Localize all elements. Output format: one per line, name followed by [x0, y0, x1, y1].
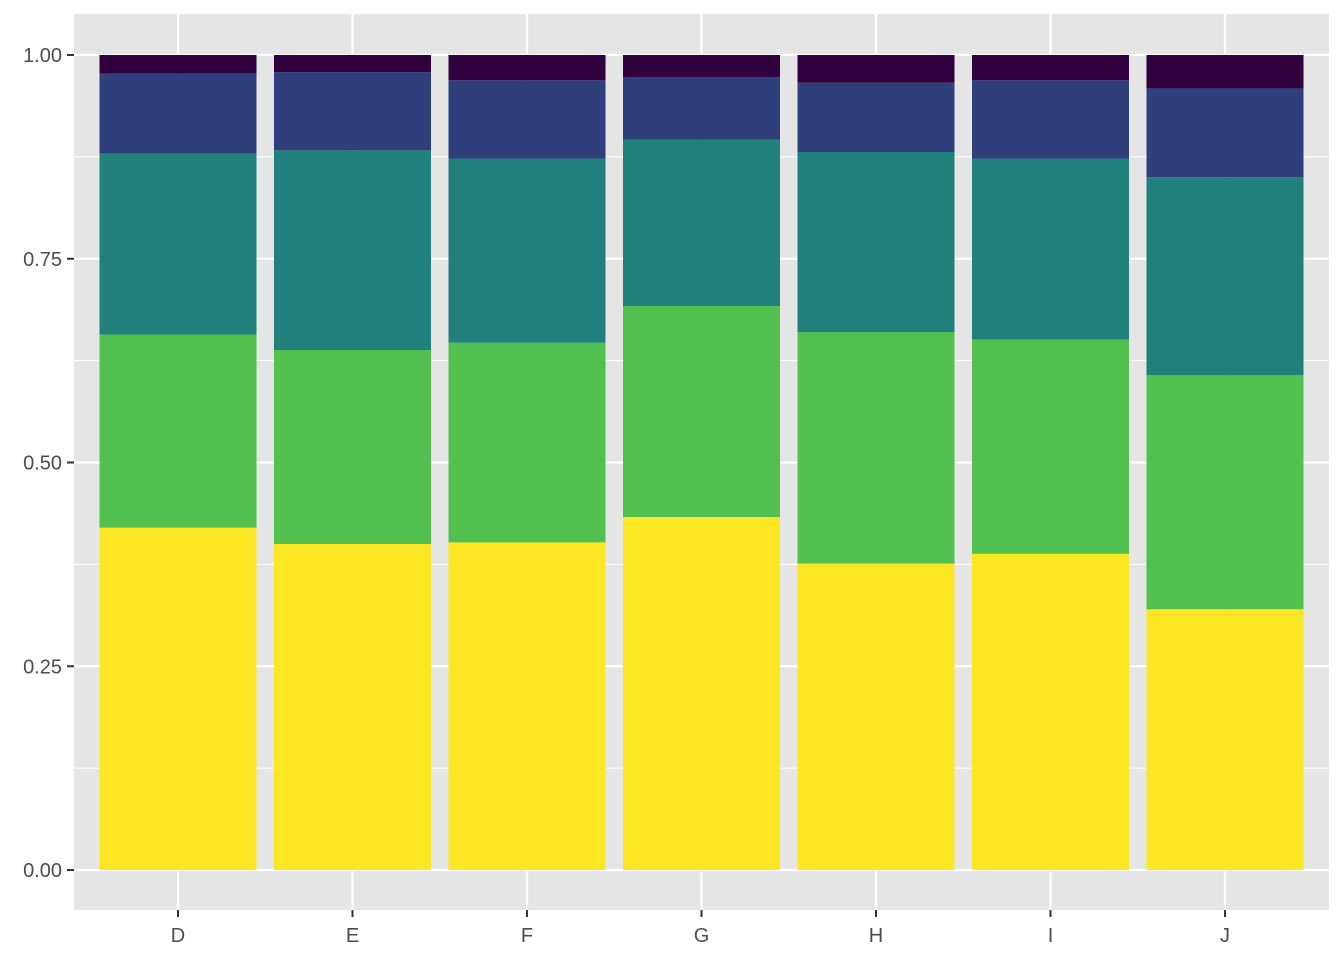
bar-J-segment-2 — [1146, 375, 1304, 610]
bar-I-segment-1 — [972, 553, 1129, 870]
bar-G-segment-5 — [623, 55, 780, 78]
bar-D-segment-4 — [99, 73, 257, 154]
bar-D-segment-3 — [99, 153, 257, 335]
x-tick-label: D — [171, 925, 185, 947]
y-tick-label: 1.00 — [23, 45, 62, 67]
bar-D-segment-1 — [99, 527, 257, 870]
bar-G-segment-3 — [623, 139, 780, 307]
bar-D-segment-5 — [99, 55, 257, 74]
bar-J-segment-4 — [1146, 88, 1304, 178]
bar-stack-E — [274, 55, 431, 870]
bar-H-segment-4 — [797, 82, 955, 152]
bar-stack-F — [448, 55, 606, 870]
bar-G-segment-2 — [623, 306, 780, 518]
x-axis: D E F G H I J — [171, 925, 1230, 947]
bar-H-segment-5 — [797, 55, 955, 83]
bar-stack-H — [797, 55, 955, 870]
bar-E-segment-4 — [274, 72, 431, 151]
bar-E-segment-3 — [274, 150, 431, 351]
bar-J-segment-5 — [1146, 55, 1304, 89]
x-tick-label: F — [521, 925, 533, 947]
bar-I-segment-4 — [972, 80, 1129, 159]
bar-stack-D — [99, 55, 257, 870]
y-tick-label: 0.75 — [23, 249, 62, 271]
bar-I-segment-5 — [972, 55, 1129, 81]
bar-H-segment-2 — [797, 332, 955, 564]
bar-G-segment-4 — [623, 77, 780, 140]
bar-J-segment-3 — [1146, 177, 1304, 376]
bar-stack-G — [623, 55, 780, 870]
bar-H-segment-3 — [797, 151, 955, 333]
bar-E-segment-1 — [274, 544, 431, 870]
y-tick-label: 0.50 — [23, 453, 62, 475]
y-tick-label: 0.00 — [23, 860, 62, 882]
bar-I-segment-2 — [972, 339, 1129, 554]
bar-F-segment-4 — [448, 80, 606, 159]
bar-E-segment-2 — [274, 350, 431, 544]
x-tick-label: H — [869, 925, 883, 947]
x-tick-label: J — [1220, 925, 1230, 947]
bars — [99, 55, 1304, 870]
bar-E-segment-5 — [274, 55, 431, 73]
y-axis: 0.00 0.25 0.50 0.75 1.00 — [23, 45, 62, 882]
bar-D-segment-2 — [99, 334, 257, 528]
bar-J-segment-1 — [1146, 609, 1304, 870]
bar-stack-J — [1146, 55, 1304, 870]
bar-F-segment-5 — [448, 55, 606, 81]
bar-F-segment-2 — [448, 342, 606, 543]
bar-H-segment-1 — [797, 563, 955, 870]
x-tick-label: G — [694, 925, 710, 947]
bar-G-segment-1 — [623, 517, 780, 870]
x-tick-label: I — [1048, 925, 1054, 947]
y-tick-label: 0.25 — [23, 656, 62, 678]
bar-F-segment-3 — [448, 158, 606, 343]
tick-marks — [67, 54, 1226, 917]
x-tick-label: E — [346, 925, 359, 947]
bar-stack-I — [972, 55, 1129, 870]
bar-F-segment-1 — [448, 542, 606, 870]
bar-I-segment-3 — [972, 158, 1129, 340]
